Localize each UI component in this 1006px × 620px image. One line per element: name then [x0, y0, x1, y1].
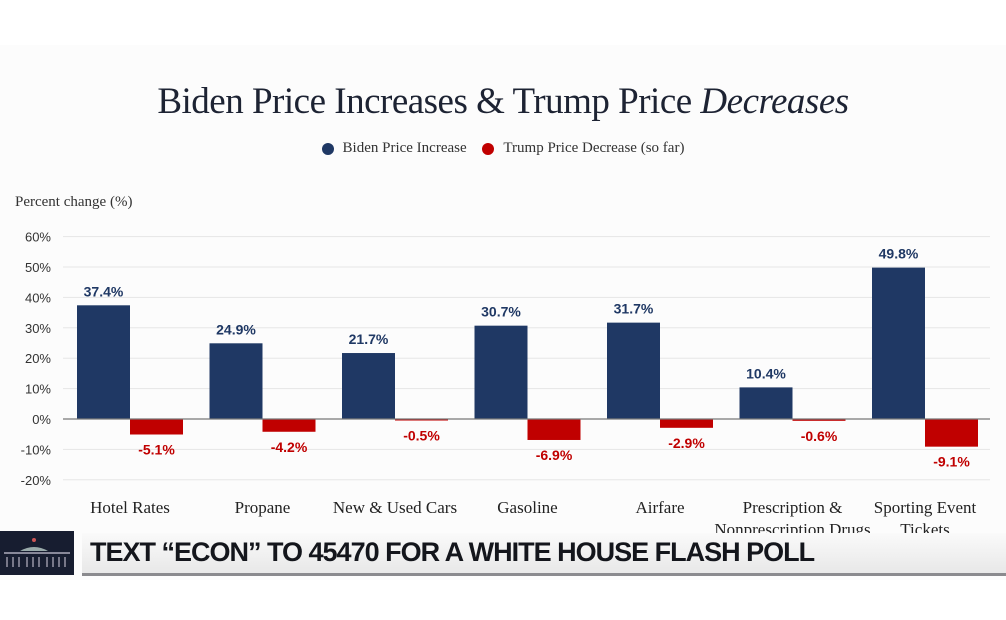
- data-label: 21.7%: [349, 331, 389, 347]
- data-label: -5.1%: [138, 442, 175, 458]
- bar-biden: [474, 325, 528, 419]
- y-tick-label: 10%: [25, 382, 51, 397]
- data-label: 10.4%: [746, 365, 786, 381]
- banner-text: TEXT “ECON” TO 45470 FOR A WHITE HOUSE F…: [90, 537, 815, 567]
- data-label: -2.9%: [668, 435, 705, 451]
- y-tick-label: -10%: [21, 442, 52, 457]
- category-label: Propane: [235, 498, 291, 517]
- legend-label: Biden Price Increase: [342, 140, 467, 156]
- chart-title: Biden Price Increases & Trump Price Decr…: [0, 80, 1006, 123]
- y-tick-label: 0%: [32, 412, 51, 427]
- data-label: -6.9%: [536, 447, 573, 463]
- data-label: -0.5%: [403, 428, 440, 444]
- legend: Biden Price Increase Trump Price Decreas…: [0, 140, 1006, 160]
- bar-biden: [209, 343, 263, 419]
- y-tick-label: 50%: [25, 260, 51, 275]
- data-label: -9.1%: [933, 454, 970, 470]
- title-italic: Decreases: [700, 81, 849, 122]
- bar-trump: [395, 419, 448, 421]
- bar-biden: [739, 387, 793, 419]
- y-tick-label: 60%: [25, 230, 51, 245]
- category-label: Hotel Rates: [90, 498, 170, 517]
- category-label: New & Used Cars: [333, 498, 457, 517]
- bar-biden: [607, 322, 660, 419]
- white-house-icon: [0, 531, 74, 575]
- category-label: Sporting Event: [874, 498, 977, 517]
- legend-label: Trump Price Decrease (so far): [503, 140, 685, 156]
- data-label: 30.7%: [481, 304, 521, 320]
- data-label: 31.7%: [614, 301, 654, 317]
- category-label: Prescription &: [743, 498, 843, 517]
- bar-biden: [342, 353, 395, 419]
- y-tick-label: 40%: [25, 290, 51, 305]
- data-label: 24.9%: [216, 321, 256, 337]
- y-axis-label: Percent change (%): [15, 194, 133, 210]
- title-main: Biden Price Increases & Trump Price: [157, 81, 701, 122]
- bar-trump: [527, 419, 581, 440]
- legend-item-biden: Biden Price Increase: [321, 140, 467, 157]
- bar-trump: [660, 419, 713, 428]
- bar-trump: [925, 419, 978, 447]
- y-tick-label: -20%: [21, 473, 52, 488]
- bar-trump: [130, 419, 183, 435]
- bar-trump: [792, 419, 846, 421]
- category-label: Airfare: [635, 498, 684, 517]
- data-label: -0.6%: [801, 428, 838, 444]
- category-label: Gasoline: [497, 498, 557, 517]
- y-tick-label: 20%: [25, 351, 51, 366]
- data-label: -4.2%: [271, 439, 308, 455]
- y-tick-label: 30%: [25, 321, 51, 336]
- bar-biden: [872, 267, 925, 419]
- lower-third-banner: TEXT “ECON” TO 45470 FOR A WHITE HOUSE F…: [82, 533, 1006, 576]
- data-label: 49.8%: [879, 246, 919, 262]
- chart-background: [0, 45, 1006, 580]
- legend-dot-icon: [321, 142, 334, 155]
- legend-dot-icon: [482, 142, 495, 155]
- bar-trump: [262, 419, 316, 432]
- data-label: 37.4%: [84, 283, 124, 299]
- legend-item-trump: Trump Price Decrease (so far): [482, 140, 684, 157]
- bar-biden: [77, 305, 130, 419]
